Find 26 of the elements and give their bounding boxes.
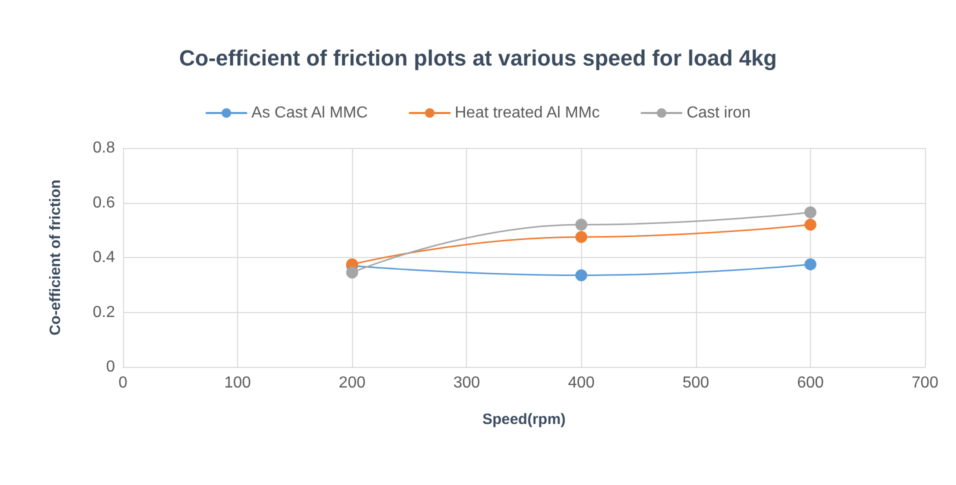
y-tick-label: 0.4 <box>92 249 116 266</box>
x-tick-label: 200 <box>338 374 366 392</box>
point <box>575 230 588 243</box>
point <box>346 266 358 279</box>
point <box>804 206 816 218</box>
point <box>575 269 588 282</box>
x-axis-title: Speed(rpm) <box>482 411 566 428</box>
x-tick-label: 500 <box>682 374 710 392</box>
x-tick-label: 600 <box>797 374 824 392</box>
y-tick-label: 0.8 <box>92 140 116 156</box>
y-tick-label: 0 <box>106 358 116 376</box>
point <box>804 218 816 231</box>
legend-label: As Cast Al MMC <box>251 104 368 122</box>
y-tick-label: 0.2 <box>92 304 116 321</box>
x-tick-label: 100 <box>224 374 252 392</box>
x-tick-label: 400 <box>568 374 595 392</box>
x-tick-label: 0 <box>118 374 128 392</box>
x-tick-label: 700 <box>912 374 938 392</box>
legend-label: Heat treated Al MMc <box>454 104 600 122</box>
y-tick-label: 0.6 <box>92 194 116 212</box>
point <box>804 258 816 270</box>
legend-label: Cast iron <box>686 104 751 122</box>
x-tick-label: 300 <box>453 374 480 392</box>
chart-title: Co-efficient of friction plots at various speed for load 4kg <box>179 46 777 70</box>
point <box>575 218 588 231</box>
y-axis-title: Co-efficient of friction <box>47 180 64 336</box>
